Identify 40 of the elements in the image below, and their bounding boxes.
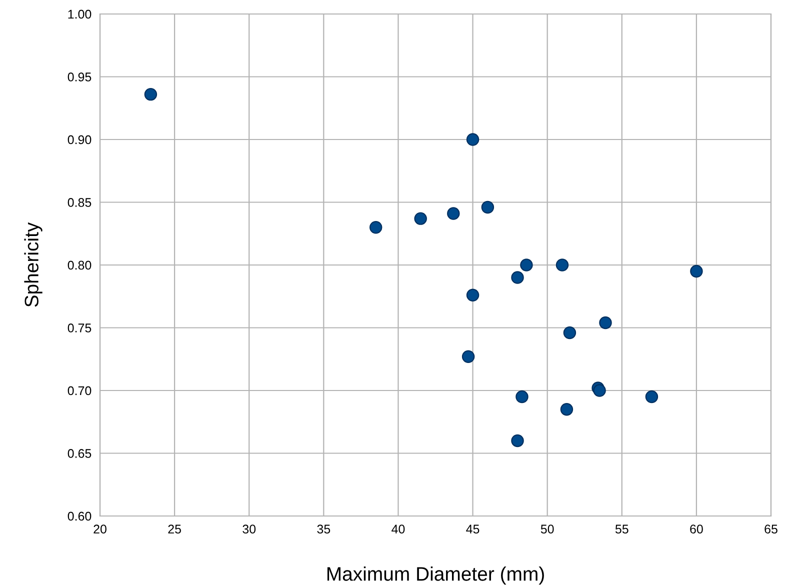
point: [414, 212, 427, 225]
point: [144, 88, 158, 101]
point: [466, 133, 480, 146]
point: [599, 316, 612, 330]
y-tick-label: 0.75: [68, 324, 92, 332]
x-tick-label: 50: [540, 524, 554, 534]
point: [593, 384, 606, 397]
point: [690, 264, 703, 278]
point: [560, 402, 574, 416]
point: [462, 350, 475, 363]
x-tick-label: 20: [94, 524, 106, 534]
y-axis-title: Sphericity: [24, 222, 42, 307]
y-tick-label: 1.00: [68, 10, 92, 19]
y-tick-label: 0.70: [68, 386, 92, 396]
point: [511, 271, 524, 284]
y-tick-label: 0.65: [68, 449, 92, 458]
point: [520, 258, 533, 272]
y-tick-label: 0.60: [68, 512, 92, 521]
x-tick-label: 45: [466, 524, 480, 534]
point: [563, 326, 576, 340]
x-tick-label: 30: [242, 524, 256, 534]
y-tick-label: 0.85: [68, 198, 92, 207]
point: [645, 390, 658, 404]
point: [516, 390, 528, 404]
point: [447, 207, 460, 220]
point: [369, 220, 382, 234]
x-tick-label: 55: [615, 524, 628, 534]
x-axis-title: Maximum Diameter (mm): [327, 566, 544, 585]
x-tick-label: 35: [317, 524, 330, 534]
x-tick-label: 25: [168, 524, 181, 534]
y-tick-label: 0.95: [68, 72, 92, 82]
point: [466, 288, 480, 302]
point: [511, 434, 524, 448]
x-tick-label: 60: [690, 524, 703, 534]
x-tick-label: 40: [392, 524, 405, 534]
point: [481, 200, 494, 214]
x-tick-label: 65: [764, 524, 778, 534]
y-tick-label: 0.90: [68, 135, 92, 144]
y-tick-label: 0.80: [68, 260, 92, 270]
point: [556, 258, 569, 272]
